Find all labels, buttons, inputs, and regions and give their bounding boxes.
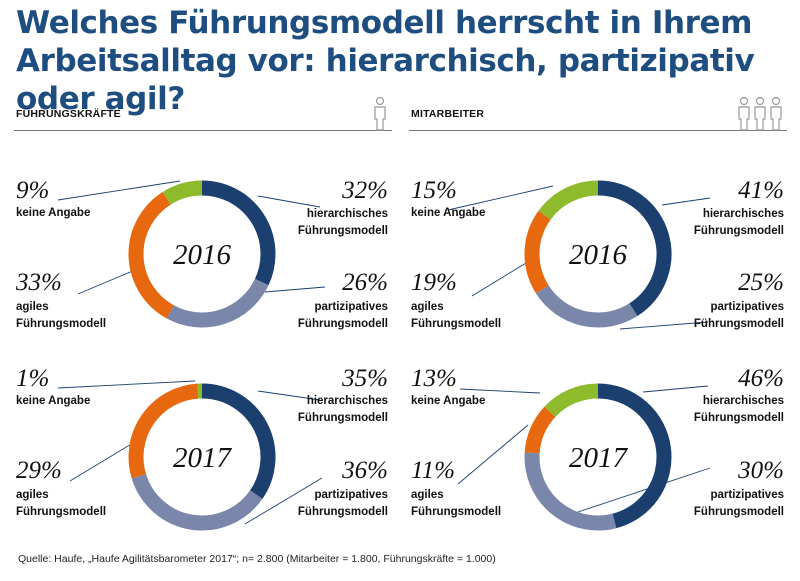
category-label: Führungsmodell: [693, 412, 784, 424]
single-person-icon: [374, 96, 386, 131]
category-label: Führungsmodell: [297, 225, 388, 237]
category-label: Führungsmodell: [297, 318, 388, 330]
category-label: Führungsmodell: [297, 506, 388, 518]
segment-agil: [128, 383, 199, 479]
segment-partizipativ: [166, 278, 269, 328]
data-label-hierarchisch: 41%: [738, 177, 784, 204]
category-label: partizipatives: [314, 301, 389, 313]
year-label: 2016: [173, 239, 232, 271]
data-label-agil: 29%: [16, 457, 62, 484]
category-label: partizipatives: [314, 489, 389, 501]
year-label: 2017: [173, 442, 233, 474]
donut-fk-2017: 2017: [128, 383, 276, 531]
data-label-hierarchisch: 32%: [342, 177, 388, 204]
category-label: Führungsmodell: [693, 506, 784, 518]
category-label: hierarchisches: [702, 208, 784, 220]
category-label: hierarchisches: [306, 208, 388, 220]
category-label: hierarchisches: [306, 395, 388, 407]
donut-ma-2016: 2016: [524, 180, 672, 328]
segment-hierarchisch: [201, 383, 276, 499]
donut-fk-2016: 2016: [128, 180, 276, 328]
category-label: hierarchisches: [702, 395, 784, 407]
year-label: 2016: [569, 239, 628, 271]
category-label: agiles: [411, 301, 444, 313]
segment-hierarchisch: [201, 180, 276, 286]
data-label-keine-angabe: 13%: [411, 365, 457, 392]
data-label-keine-angabe: 9%: [16, 177, 50, 204]
group-people-icon: [738, 96, 782, 131]
category-label: keine Angabe: [411, 207, 486, 219]
donut-ma-2017: 2017: [524, 383, 672, 531]
segment-partizipativ: [524, 452, 617, 531]
segment-keine-angabe: [538, 180, 599, 220]
section-divider-left: [14, 130, 392, 131]
category-label: partizipatives: [710, 489, 785, 501]
data-label-agil: 11%: [411, 457, 455, 484]
segment-partizipativ: [131, 473, 263, 531]
data-label-partizipativ: 26%: [342, 269, 388, 296]
category-label: keine Angabe: [16, 395, 91, 407]
chart-title: Welches Führungsmodell herrscht in Ihrem…: [16, 5, 755, 117]
category-label: Führungsmodell: [16, 506, 107, 518]
category-label: agiles: [16, 301, 49, 313]
year-label: 2017: [569, 442, 629, 474]
section-divider-right: [409, 130, 787, 131]
category-label: Führungsmodell: [297, 412, 388, 424]
data-label-hierarchisch: 46%: [738, 365, 784, 392]
segment-hierarchisch: [597, 180, 672, 317]
segment-partizipativ: [535, 285, 638, 328]
category-label: Führungsmodell: [693, 318, 784, 330]
data-label-agil: 33%: [16, 269, 62, 296]
segment-agil: [524, 210, 551, 294]
data-label-keine-angabe: 15%: [411, 177, 457, 204]
section-label-mitarbeiter: MITARBEITER: [411, 108, 485, 120]
category-label: agiles: [16, 489, 49, 501]
category-label: keine Angabe: [16, 207, 91, 219]
segment-agil: [128, 191, 175, 319]
segment-agil: [524, 406, 556, 454]
category-label: Führungsmodell: [411, 318, 502, 330]
source-footnote: Quelle: Haufe, „Haufe Agilitätsbarometer…: [18, 553, 496, 565]
category-label: agiles: [411, 489, 444, 501]
data-label-partizipativ: 25%: [738, 269, 784, 296]
segment-keine-angabe: [162, 180, 203, 205]
segment-keine-angabe: [544, 383, 599, 418]
section-label-fuehrungskraefte: FÜHRUNGSKRÄFTE: [16, 108, 121, 120]
data-label-keine-angabe: 1%: [16, 365, 50, 392]
category-label: partizipatives: [710, 301, 785, 313]
category-label: Führungsmodell: [693, 225, 784, 237]
data-label-partizipativ: 30%: [738, 457, 784, 484]
data-label-agil: 19%: [411, 269, 457, 296]
category-label: Führungsmodell: [411, 506, 502, 518]
segment-hierarchisch: [597, 383, 672, 529]
category-label: Führungsmodell: [16, 318, 107, 330]
data-label-partizipativ: 36%: [342, 457, 388, 484]
category-label: keine Angabe: [411, 395, 486, 407]
data-label-hierarchisch: 35%: [342, 365, 388, 392]
